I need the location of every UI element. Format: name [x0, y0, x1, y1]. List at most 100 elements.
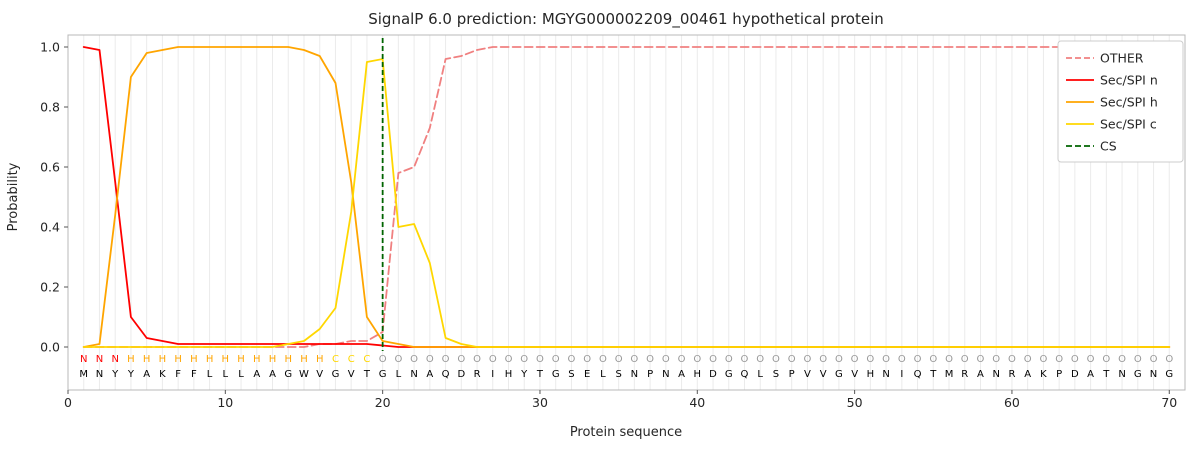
x-axis-label: Protein sequence: [570, 425, 682, 440]
region-letter: O: [662, 354, 670, 365]
region-letter: H: [222, 354, 230, 365]
legend-label: CS: [1100, 139, 1117, 154]
region-letter: H: [253, 354, 261, 365]
region-letter: C: [363, 354, 370, 365]
region-letter: O: [646, 354, 654, 365]
series-other: [82, 46, 1171, 348]
chart-title: SignalP 6.0 prediction: MGYG000002209_00…: [368, 10, 884, 29]
sequence-letter: K: [1040, 369, 1047, 380]
region-letter: O: [1039, 354, 1047, 365]
region-letter: O: [394, 354, 402, 365]
region-letter: H: [127, 354, 135, 365]
region-letter: O: [1008, 354, 1016, 365]
y-tick-label: 1.0: [40, 40, 60, 55]
sequence-letters: NMNNNYHYHAHKHFHFHLHLHLHAHAHGHWHVCGCVCTOG…: [79, 354, 1173, 380]
region-letter: H: [269, 354, 277, 365]
series-sec-spi-n: [82, 46, 1171, 348]
region-letter: O: [1165, 354, 1173, 365]
legend-box: [1057, 40, 1184, 163]
sequence-letter: I: [491, 369, 494, 380]
region-letter: H: [143, 354, 151, 365]
region-letter: O: [977, 354, 985, 365]
region-letter: O: [567, 354, 575, 365]
sequence-letter: G: [725, 369, 733, 380]
region-letter: O: [788, 354, 796, 365]
region-letter: O: [772, 354, 780, 365]
sequence-letter: D: [1071, 369, 1079, 380]
region-letter: O: [803, 354, 811, 365]
sequence-letter: V: [316, 369, 323, 380]
sequence-letter: S: [615, 369, 621, 380]
sequence-letter: S: [773, 369, 779, 380]
region-letter: O: [992, 354, 1000, 365]
sequence-letter: P: [789, 369, 795, 380]
sequence-letter: H: [505, 369, 513, 380]
sequence-letter: Q: [741, 369, 749, 380]
region-letter: O: [379, 354, 387, 365]
region-letter: O: [929, 354, 937, 365]
sequence-letter: N: [631, 369, 638, 380]
series-sec-spi-h: [82, 46, 1171, 348]
sequence-letter: P: [647, 369, 653, 380]
region-letter: O: [898, 354, 906, 365]
sequence-letter: V: [820, 369, 827, 380]
x-tick-label: 60: [1004, 395, 1020, 410]
region-letter: C: [332, 354, 339, 365]
sequence-letter: V: [851, 369, 858, 380]
sequence-letter: N: [410, 369, 417, 380]
region-letter: O: [1102, 354, 1110, 365]
region-letter: O: [866, 354, 874, 365]
region-letter: O: [835, 354, 843, 365]
sequence-letter: G: [552, 369, 560, 380]
region-letter: O: [914, 354, 922, 365]
series-sec-spi-c: [82, 58, 1171, 348]
sequence-letter: Q: [914, 369, 922, 380]
region-letter: O: [678, 354, 686, 365]
sequence-letter: L: [396, 369, 402, 380]
region-letter: O: [552, 354, 560, 365]
sequence-letter: A: [143, 369, 150, 380]
region-letter: O: [520, 354, 528, 365]
region-letter: O: [489, 354, 497, 365]
region-letter: O: [945, 354, 953, 365]
plot-border: [67, 34, 1186, 391]
sequence-letter: G: [835, 369, 843, 380]
x-tick-label: 40: [689, 395, 705, 410]
region-letter: C: [348, 354, 355, 365]
region-letter: O: [819, 354, 827, 365]
sequence-letter: A: [1024, 369, 1031, 380]
sequence-letter: A: [426, 369, 433, 380]
region-letter: O: [1024, 354, 1032, 365]
sequence-letter: G: [379, 369, 387, 380]
sequence-letter: A: [678, 369, 685, 380]
sequence-letter: N: [662, 369, 669, 380]
sequence-letter: L: [223, 369, 229, 380]
sequence-letter: N: [96, 369, 103, 380]
region-letter: O: [457, 354, 465, 365]
region-letter: O: [725, 354, 733, 365]
region-letter: H: [237, 354, 245, 365]
region-letter: O: [599, 354, 607, 365]
sequence-letter: N: [882, 369, 889, 380]
y-tick-label: 0.0: [40, 340, 60, 355]
sequence-letter: H: [694, 369, 702, 380]
region-letter: H: [174, 354, 182, 365]
sequence-letter: T: [929, 369, 937, 380]
sequence-letter: L: [238, 369, 244, 380]
sequence-letter: R: [1008, 369, 1015, 380]
sequence-letter: P: [1056, 369, 1062, 380]
sequence-letter: T: [1102, 369, 1110, 380]
sequence-letter: L: [600, 369, 606, 380]
region-letter: H: [284, 354, 292, 365]
sequence-letter: Q: [442, 369, 450, 380]
region-letter: O: [583, 354, 591, 365]
sequence-letter: G: [332, 369, 340, 380]
sequence-letter: D: [709, 369, 717, 380]
sequence-letter: G: [1134, 369, 1142, 380]
region-letter: O: [756, 354, 764, 365]
region-letter: O: [505, 354, 513, 365]
legend-label: Sec/SPI c: [1100, 117, 1157, 132]
sequence-letter: T: [536, 369, 544, 380]
region-letter: O: [1134, 354, 1142, 365]
